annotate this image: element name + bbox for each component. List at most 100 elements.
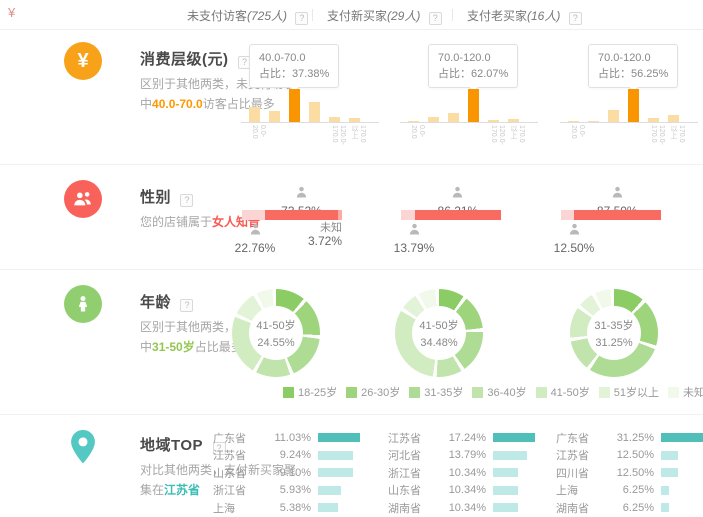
bar-segment[interactable]: [668, 115, 679, 122]
region-bar[interactable]: [493, 433, 535, 442]
age-donut-chart[interactable]: 41-50岁 24.55%: [232, 289, 320, 377]
tooltip-range: 70.0-120.0: [438, 52, 491, 64]
legend-item[interactable]: 未知: [667, 384, 703, 400]
bar-segment[interactable]: [628, 89, 639, 122]
legend-item[interactable]: 26-30岁: [346, 384, 400, 400]
gender-bar[interactable]: [561, 210, 661, 220]
gender-chart-new-buyers: 86.21% 13.79%: [394, 165, 548, 269]
section-title-age: 年龄: [140, 294, 172, 311]
region-bar[interactable]: [318, 503, 338, 512]
bar-segment[interactable]: [508, 119, 519, 122]
legend-swatch: [535, 386, 547, 398]
bar-segment[interactable]: [309, 102, 320, 122]
bar-segment[interactable]: [329, 117, 340, 122]
bar-segment[interactable]: [488, 120, 499, 122]
help-icon[interactable]: ?: [212, 442, 226, 455]
bar-segment[interactable]: [289, 89, 300, 122]
legend-label: 未知: [682, 387, 703, 399]
region-row: 江苏省 9.24%: [213, 449, 360, 462]
unknown-segment[interactable]: [338, 210, 342, 220]
gender-bar[interactable]: [242, 210, 342, 220]
segment-title-new-buyers: 支付新买家(29人) ?: [327, 7, 442, 25]
bar-chart[interactable]: [396, 89, 519, 122]
male-segment[interactable]: [401, 210, 415, 220]
region-name: 四川省: [556, 467, 589, 480]
bar-segment[interactable]: [608, 110, 619, 122]
bar-segment[interactable]: [408, 121, 419, 122]
legend-item[interactable]: 31-35岁: [409, 384, 463, 400]
bar-segment[interactable]: [588, 121, 599, 122]
desc-highlight: 江苏省: [164, 483, 201, 497]
bar-segment[interactable]: [249, 107, 260, 122]
bar-segment[interactable]: [349, 118, 360, 122]
gender-bar[interactable]: [401, 210, 501, 220]
female-segment[interactable]: [573, 210, 661, 220]
region-bar[interactable]: [661, 433, 703, 442]
tooltip-percent: 占比：62.07%: [438, 68, 509, 80]
axis-tick-label: 120.0-170.0: [650, 125, 665, 145]
region-name: 湖南省: [388, 502, 421, 515]
region-percent: 5.38%: [279, 501, 311, 514]
bar-chart[interactable]: [237, 89, 360, 122]
female-icon: [453, 186, 463, 198]
male-stat: 13.79%: [382, 222, 446, 255]
segment-count: (16人): [527, 9, 561, 23]
region-bar[interactable]: [661, 450, 678, 460]
region-bar[interactable]: [318, 450, 353, 460]
help-icon[interactable]: ?: [180, 194, 194, 207]
segment-title-old-buyers: 支付老买家(16人) ?: [467, 7, 582, 25]
legend-item[interactable]: 18-25岁: [283, 384, 337, 400]
bar-segment[interactable]: [428, 117, 439, 122]
bar-segment[interactable]: [269, 111, 280, 122]
region-bar[interactable]: [318, 485, 341, 495]
region-percent: 13.79%: [448, 449, 486, 461]
region-bar[interactable]: [493, 468, 518, 477]
region-bar[interactable]: [318, 468, 353, 477]
axis-tick-label: 0.0-20.0: [251, 125, 266, 139]
legend-item[interactable]: 36-40岁: [472, 384, 527, 400]
region-bar[interactable]: [661, 503, 669, 512]
region-name: 湖南省: [556, 502, 589, 515]
age-donut-chart[interactable]: 31-35岁 31.25%: [570, 289, 658, 377]
region-row: 上海 6.25%: [556, 484, 703, 497]
tooltip-percent: 占比：56.25%: [598, 68, 669, 80]
region-bar[interactable]: [493, 503, 518, 512]
male-segment[interactable]: [561, 210, 574, 220]
region-name: 广东省: [556, 432, 589, 445]
region-bar[interactable]: [493, 485, 518, 495]
age-legend: 18-25岁 26-30岁 31-35岁 36-40岁 41-50岁 51岁以上 未知: [283, 384, 703, 400]
age-donut-chart[interactable]: 41-50岁 34.48%: [395, 289, 483, 377]
help-icon[interactable]: ?: [295, 12, 309, 25]
male-segment[interactable]: [242, 210, 265, 220]
region-name: 江苏省: [556, 450, 589, 462]
region-percent: 10.34%: [448, 466, 486, 479]
section-title-consumption: 消费层级(元): [140, 51, 229, 68]
region-bar[interactable]: [318, 433, 360, 442]
region-name: 山东省: [213, 467, 246, 480]
region-row: 江苏省 12.50%: [556, 449, 703, 462]
bar-segment[interactable]: [568, 121, 579, 122]
region-list-old-buyers: 广东省 31.25% 江苏省 12.50% 四川省 12.50% 上海 6.25% 湖南省 6.2…: [556, 431, 703, 517]
help-icon[interactable]: ?: [428, 12, 442, 25]
region-bar[interactable]: [661, 468, 678, 477]
bar-chart[interactable]: [556, 89, 679, 122]
female-segment[interactable]: [414, 210, 501, 220]
region-row: 广东省 31.25%: [556, 431, 703, 445]
section-title-gender: 性别: [140, 189, 172, 206]
region-description: 对比其他两类，支付新买家聚集在江苏省: [140, 460, 300, 500]
bar-segment[interactable]: [468, 89, 479, 122]
section-title-region: 地域TOP: [140, 437, 204, 454]
axis-tick-label: 120.0-170.0: [331, 125, 346, 145]
legend-item[interactable]: 41-50岁: [535, 384, 590, 400]
legend-item[interactable]: 51岁以上: [598, 384, 659, 400]
region-bar[interactable]: [493, 450, 527, 460]
help-icon[interactable]: ?: [568, 12, 582, 25]
help-icon[interactable]: ?: [180, 299, 194, 312]
region-bar[interactable]: [661, 485, 669, 495]
age-person-icon: [64, 285, 102, 323]
chart-tooltip: 70.0-120.0 占比：56.25%: [588, 44, 679, 93]
bar-segment[interactable]: [648, 118, 659, 122]
female-segment[interactable]: [264, 210, 339, 220]
region-percent: 17.24%: [448, 431, 486, 444]
bar-segment[interactable]: [448, 113, 459, 122]
